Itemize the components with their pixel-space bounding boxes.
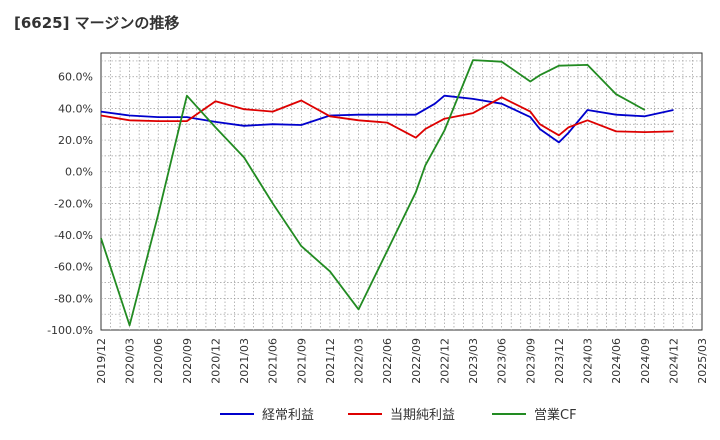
- x-tick-label: 2019/12: [95, 338, 108, 384]
- x-tick-label: 2022/12: [438, 338, 451, 384]
- x-tick-label: 2024/09: [639, 338, 652, 384]
- y-tick-label: -100.0%: [47, 324, 93, 337]
- x-tick-label: 2020/12: [209, 338, 222, 384]
- y-tick-label: 0.0%: [65, 166, 93, 179]
- x-tick-label: 2020/06: [152, 338, 165, 384]
- x-tick-label: 2024/12: [667, 338, 680, 384]
- x-tick-label: 2022/09: [410, 338, 423, 384]
- x-tick-label: 2021/09: [295, 338, 308, 384]
- legend: 経常利益 当期純利益 営業CF: [220, 407, 577, 423]
- y-tick-label: -80.0%: [54, 292, 93, 305]
- x-tick-label: 2024/06: [610, 338, 623, 384]
- x-tick-label: 2020/03: [124, 338, 137, 384]
- y-tick-label: 40.0%: [58, 102, 93, 115]
- y-tick-label: -20.0%: [54, 197, 93, 210]
- x-tick-label: 2020/09: [181, 338, 194, 384]
- chart-title: [6625] マージンの推移: [14, 14, 180, 32]
- series-layer: [100, 59, 674, 327]
- y-tick-label: -60.0%: [54, 261, 93, 274]
- x-tick-label: 2021/03: [238, 338, 251, 384]
- x-tick-label: 2025/03: [696, 338, 709, 384]
- series-line-1: [100, 96, 674, 139]
- legend-label-0: 経常利益: [262, 408, 314, 423]
- plot-frame: [100, 52, 703, 331]
- x-tick-label: 2024/03: [582, 338, 595, 384]
- x-tick-label: 2022/03: [353, 338, 366, 384]
- x-tick-label: 2022/06: [381, 338, 394, 384]
- axis-layer: 60.0% 40.0% 20.0% 0.0% -20.0% -40.0% -60.0% -80…: [47, 71, 709, 384]
- grid-layer: [100, 52, 703, 331]
- legend-label-2: 営業CF: [534, 407, 577, 423]
- x-tick-label: 2021/12: [324, 338, 337, 384]
- y-tick-label: 60.0%: [58, 71, 93, 84]
- series-line-2: [100, 59, 646, 327]
- x-tick-label: 2023/03: [467, 338, 480, 384]
- x-tick-label: 2023/06: [496, 338, 509, 384]
- y-tick-label: 20.0%: [58, 134, 93, 147]
- x-tick-label: 2023/09: [524, 338, 537, 384]
- legend-label-1: 当期純利益: [390, 408, 455, 423]
- y-tick-label: -40.0%: [54, 229, 93, 242]
- x-tick-label: 2023/12: [553, 338, 566, 384]
- x-tick-label: 2021/06: [267, 338, 280, 384]
